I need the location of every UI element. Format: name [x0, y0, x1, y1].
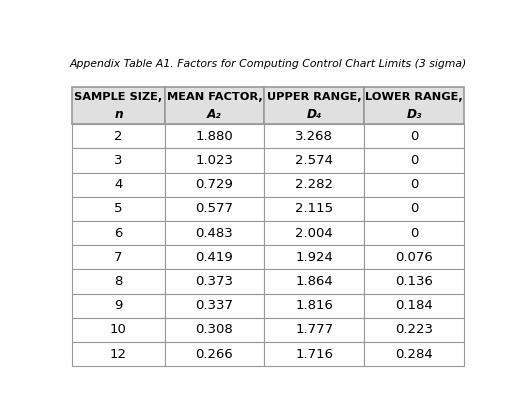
Text: 1.880: 1.880	[195, 130, 233, 143]
Text: 0.337: 0.337	[195, 299, 233, 312]
Bar	[165, 293, 264, 318]
Bar	[264, 197, 364, 221]
Bar	[165, 270, 264, 293]
Text: 8: 8	[114, 275, 122, 288]
Bar	[72, 318, 165, 342]
Bar	[264, 342, 364, 366]
Text: 0: 0	[410, 130, 418, 143]
Bar	[364, 221, 464, 245]
Bar	[364, 342, 464, 366]
Bar	[165, 148, 264, 173]
Bar	[264, 173, 364, 197]
Bar	[72, 221, 165, 245]
Text: 0.266: 0.266	[195, 348, 233, 361]
Bar	[264, 270, 364, 293]
Text: 2.574: 2.574	[295, 154, 333, 167]
Text: 2.004: 2.004	[295, 227, 333, 240]
Bar	[72, 87, 165, 124]
Text: 0.373: 0.373	[195, 275, 233, 288]
Bar	[165, 245, 264, 270]
Bar	[165, 173, 264, 197]
Bar	[364, 148, 464, 173]
Text: 2: 2	[114, 130, 123, 143]
Bar	[264, 318, 364, 342]
Text: 0.483: 0.483	[195, 227, 233, 240]
Bar	[364, 318, 464, 342]
Text: 0.184: 0.184	[395, 299, 433, 312]
Text: 2.115: 2.115	[295, 202, 333, 215]
Bar	[364, 270, 464, 293]
Bar	[364, 293, 464, 318]
Text: 9: 9	[114, 299, 122, 312]
Text: 0.308: 0.308	[195, 324, 233, 336]
Text: n: n	[114, 108, 123, 121]
Text: 3.268: 3.268	[295, 130, 333, 143]
Bar	[72, 245, 165, 270]
Bar	[72, 293, 165, 318]
Bar	[72, 197, 165, 221]
Bar	[165, 124, 264, 148]
Bar	[364, 173, 464, 197]
Text: 0.284: 0.284	[395, 348, 433, 361]
Bar	[165, 318, 264, 342]
Text: 10: 10	[110, 324, 127, 336]
Text: MEAN FACTOR,: MEAN FACTOR,	[167, 92, 263, 102]
Text: LOWER RANGE,: LOWER RANGE,	[365, 92, 463, 102]
Text: 0.223: 0.223	[395, 324, 433, 336]
Text: 0: 0	[410, 227, 418, 240]
Bar	[165, 342, 264, 366]
Text: UPPER RANGE,: UPPER RANGE,	[267, 92, 362, 102]
Bar	[264, 87, 364, 124]
Text: 5: 5	[114, 202, 123, 215]
Text: 0.577: 0.577	[195, 202, 233, 215]
Text: 2.282: 2.282	[295, 178, 333, 191]
Text: 1.924: 1.924	[295, 251, 333, 264]
Text: 7: 7	[114, 251, 123, 264]
Text: 0: 0	[410, 202, 418, 215]
Text: 12: 12	[110, 348, 127, 361]
Bar	[364, 197, 464, 221]
Text: 4: 4	[114, 178, 122, 191]
Bar	[165, 221, 264, 245]
Text: 1.864: 1.864	[295, 275, 333, 288]
Bar	[72, 148, 165, 173]
Text: 0.136: 0.136	[395, 275, 433, 288]
Bar	[165, 197, 264, 221]
Text: 0: 0	[410, 178, 418, 191]
Text: Appendix Table A1. Factors for Computing Control Chart Limits (3 sigma): Appendix Table A1. Factors for Computing…	[70, 59, 467, 69]
Bar	[264, 293, 364, 318]
Bar	[364, 87, 464, 124]
Text: 0.419: 0.419	[195, 251, 233, 264]
Bar	[364, 124, 464, 148]
Text: 0: 0	[410, 154, 418, 167]
Text: 1.816: 1.816	[295, 299, 333, 312]
Bar	[72, 173, 165, 197]
Text: D₃: D₃	[406, 108, 422, 121]
Text: SAMPLE SIZE,: SAMPLE SIZE,	[75, 92, 163, 102]
Bar	[165, 87, 264, 124]
Bar	[72, 270, 165, 293]
Text: 1.777: 1.777	[295, 324, 333, 336]
Text: 0.076: 0.076	[395, 251, 433, 264]
Text: 1.023: 1.023	[195, 154, 233, 167]
Text: 6: 6	[114, 227, 122, 240]
Bar	[364, 245, 464, 270]
Text: D₄: D₄	[307, 108, 322, 121]
Text: 3: 3	[114, 154, 123, 167]
Bar	[264, 221, 364, 245]
Bar	[264, 148, 364, 173]
Text: A₂: A₂	[207, 108, 222, 121]
Bar	[72, 124, 165, 148]
Text: 1.716: 1.716	[295, 348, 333, 361]
Bar	[264, 245, 364, 270]
Bar	[264, 124, 364, 148]
Text: 0.729: 0.729	[195, 178, 233, 191]
Bar	[72, 342, 165, 366]
